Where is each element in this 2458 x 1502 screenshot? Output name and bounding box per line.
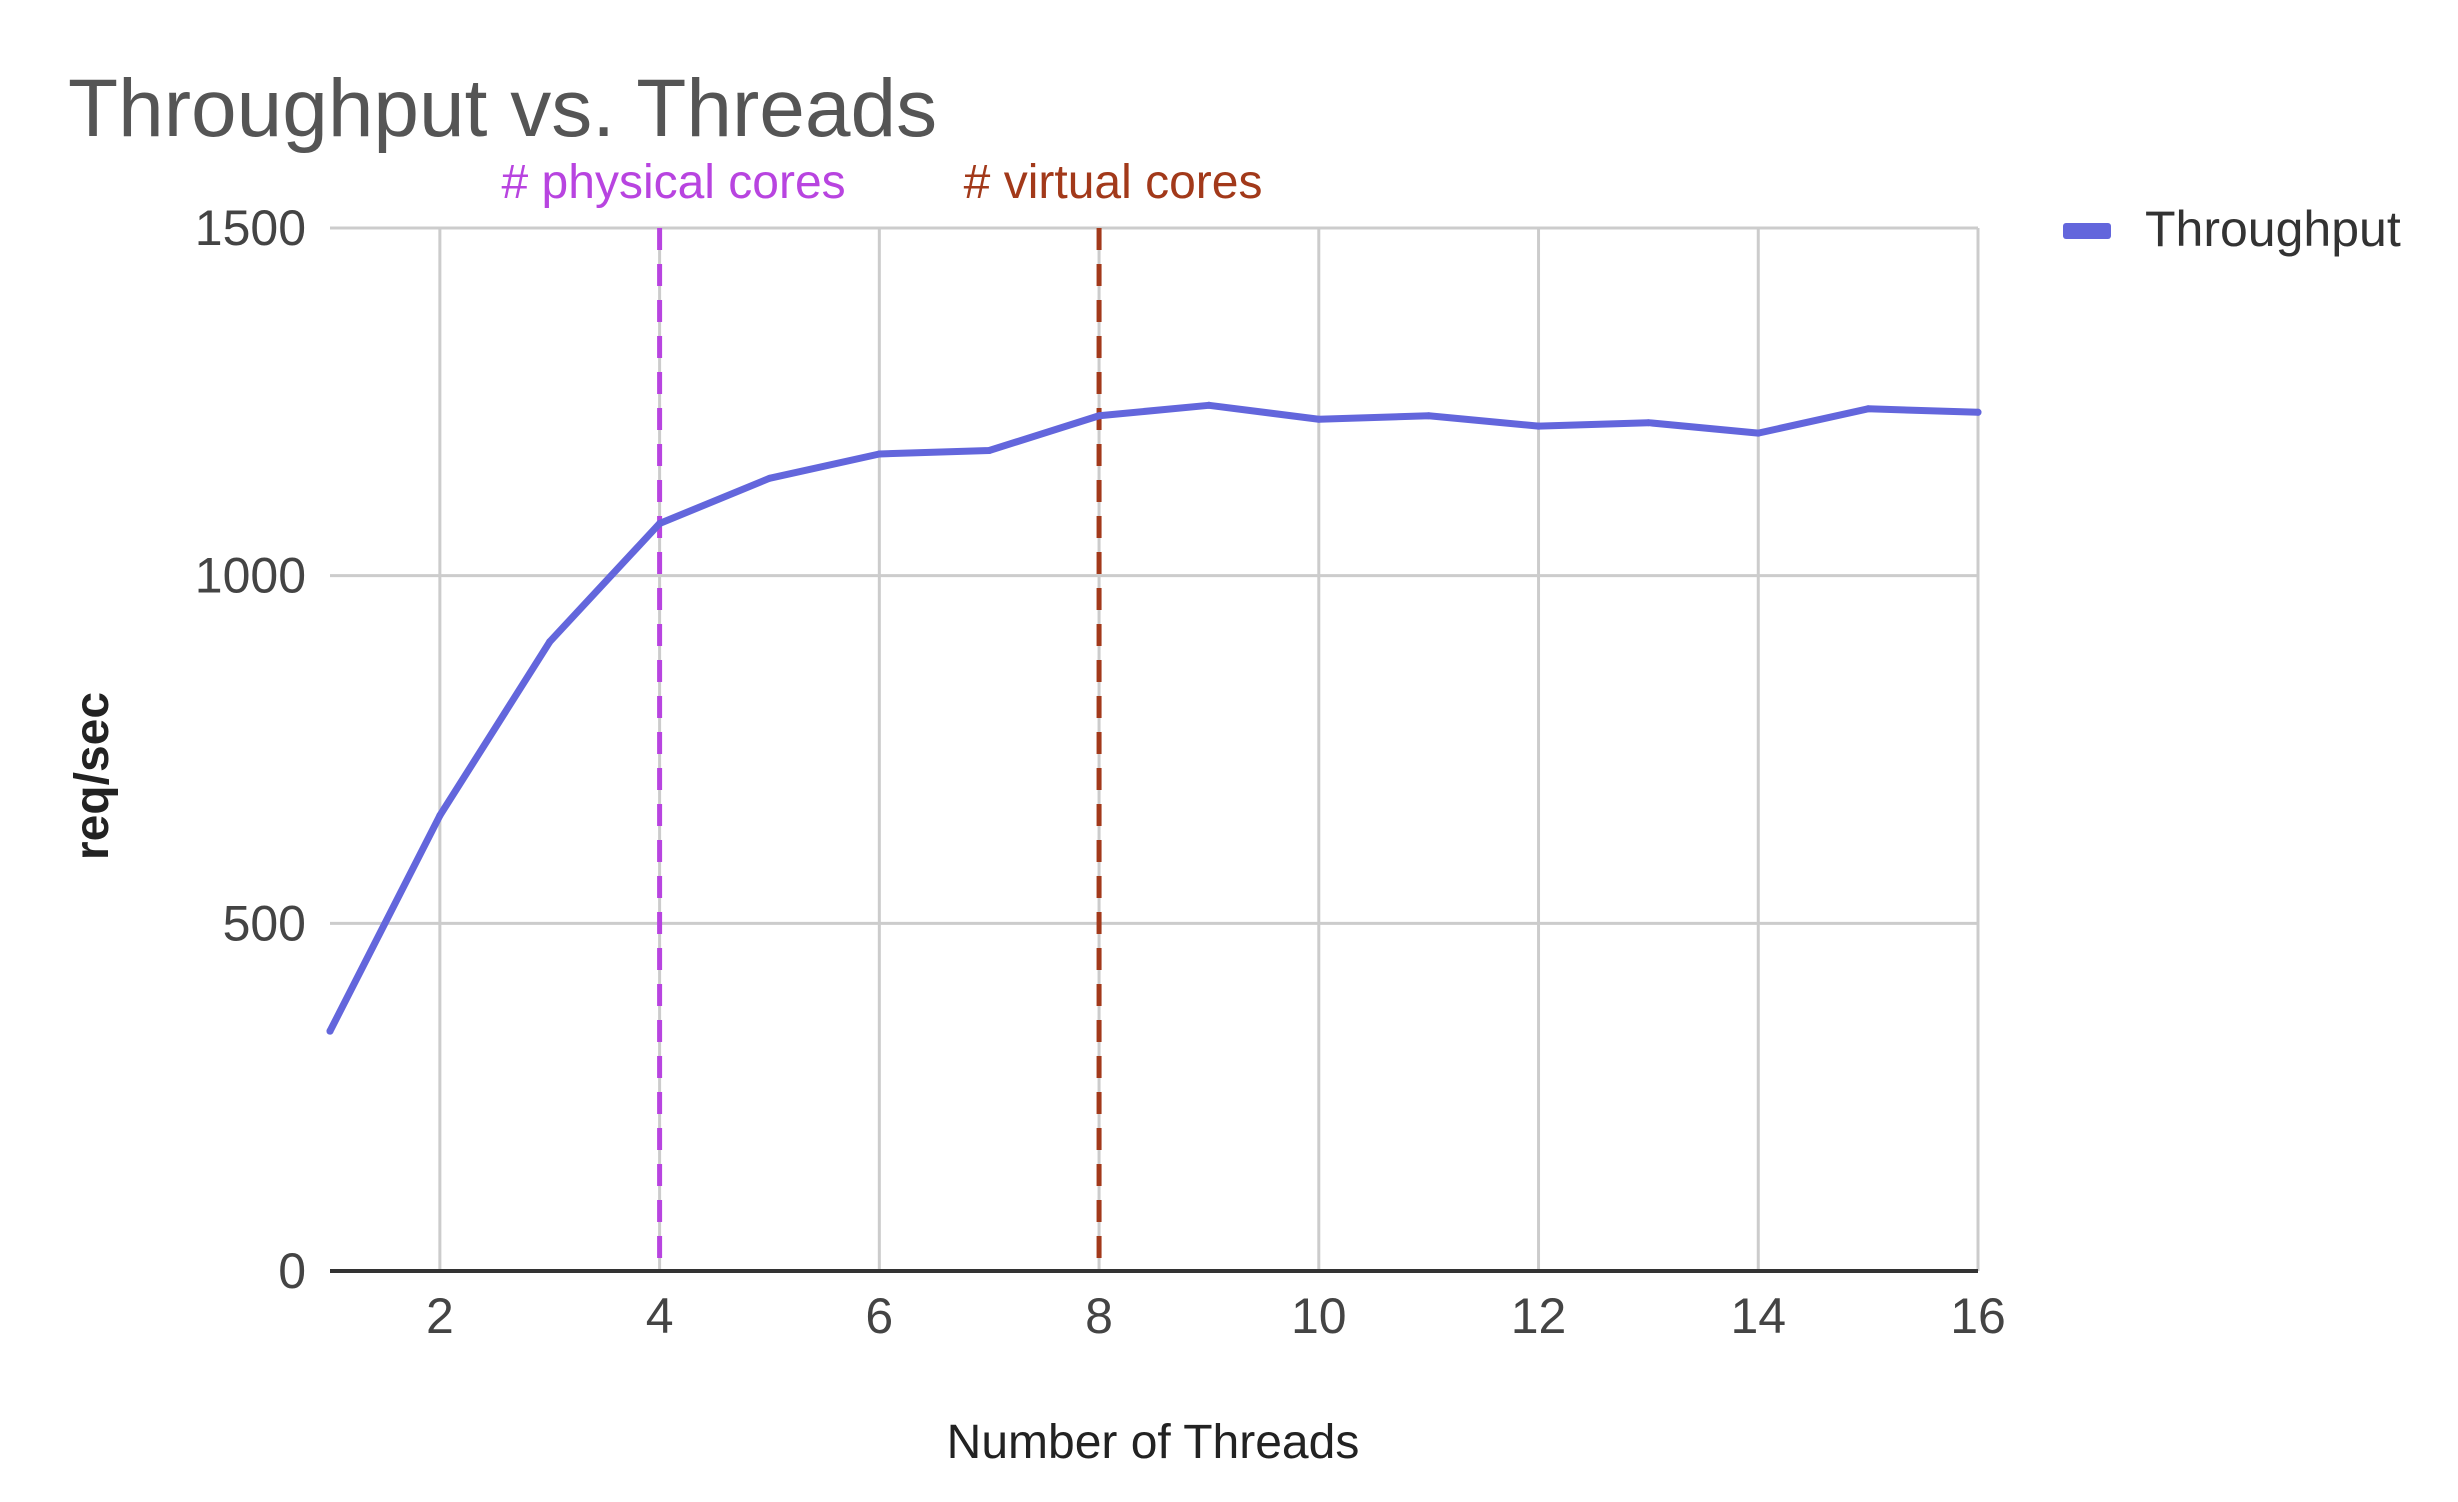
y-tick-label: 1000: [195, 548, 306, 604]
series-layer: [326, 401, 1982, 1035]
data-point: [1864, 405, 1872, 413]
chart-title: Throughput vs. Threads: [68, 63, 937, 154]
x-tick-label: 6: [865, 1288, 893, 1344]
data-point: [1095, 412, 1103, 420]
data-point: [546, 638, 554, 646]
data-point: [985, 447, 993, 455]
x-tick-label: 12: [1511, 1288, 1567, 1344]
grid-lines: [330, 226, 1980, 1273]
series-line-throughput: [326, 401, 1982, 1035]
data-point: [656, 520, 664, 528]
y-tick-label: 500: [223, 895, 306, 951]
x-tick-label: 2: [426, 1288, 454, 1344]
x-tick-label: 10: [1291, 1288, 1347, 1344]
x-tick-label: 14: [1730, 1288, 1786, 1344]
data-point: [1754, 429, 1762, 437]
y-tick-labels: 0 500 1000 1500: [195, 200, 306, 1299]
data-point: [1974, 408, 1982, 416]
y-axis-title: req/sec: [66, 692, 119, 860]
y-tick-label: 1500: [195, 200, 306, 256]
data-point: [1315, 415, 1323, 423]
data-point: [765, 474, 773, 482]
data-point: [1205, 401, 1213, 409]
data-point: [436, 812, 444, 820]
legend[interactable]: Throughput: [2063, 201, 2401, 257]
y-tick-label: 0: [278, 1243, 306, 1299]
data-point: [1644, 419, 1652, 427]
core-annotations: # physical cores # virtual cores: [502, 156, 1263, 1271]
data-point: [326, 1027, 334, 1035]
legend-swatch-throughput: [2063, 223, 2111, 239]
annotation-label: # virtual cores: [964, 156, 1263, 209]
data-point: [1535, 422, 1543, 430]
x-tick-labels: 2 4 6 8 10 12 14 16: [426, 1288, 2006, 1344]
data-point: [1425, 412, 1433, 420]
x-tick-label: 16: [1950, 1288, 2006, 1344]
x-tick-label: 8: [1085, 1288, 1113, 1344]
x-axis-title: Number of Threads: [947, 1416, 1360, 1469]
annotation-label: # physical cores: [502, 156, 846, 209]
legend-label-throughput: Throughput: [2145, 201, 2401, 257]
data-point: [875, 450, 883, 458]
x-tick-label: 4: [646, 1288, 674, 1344]
